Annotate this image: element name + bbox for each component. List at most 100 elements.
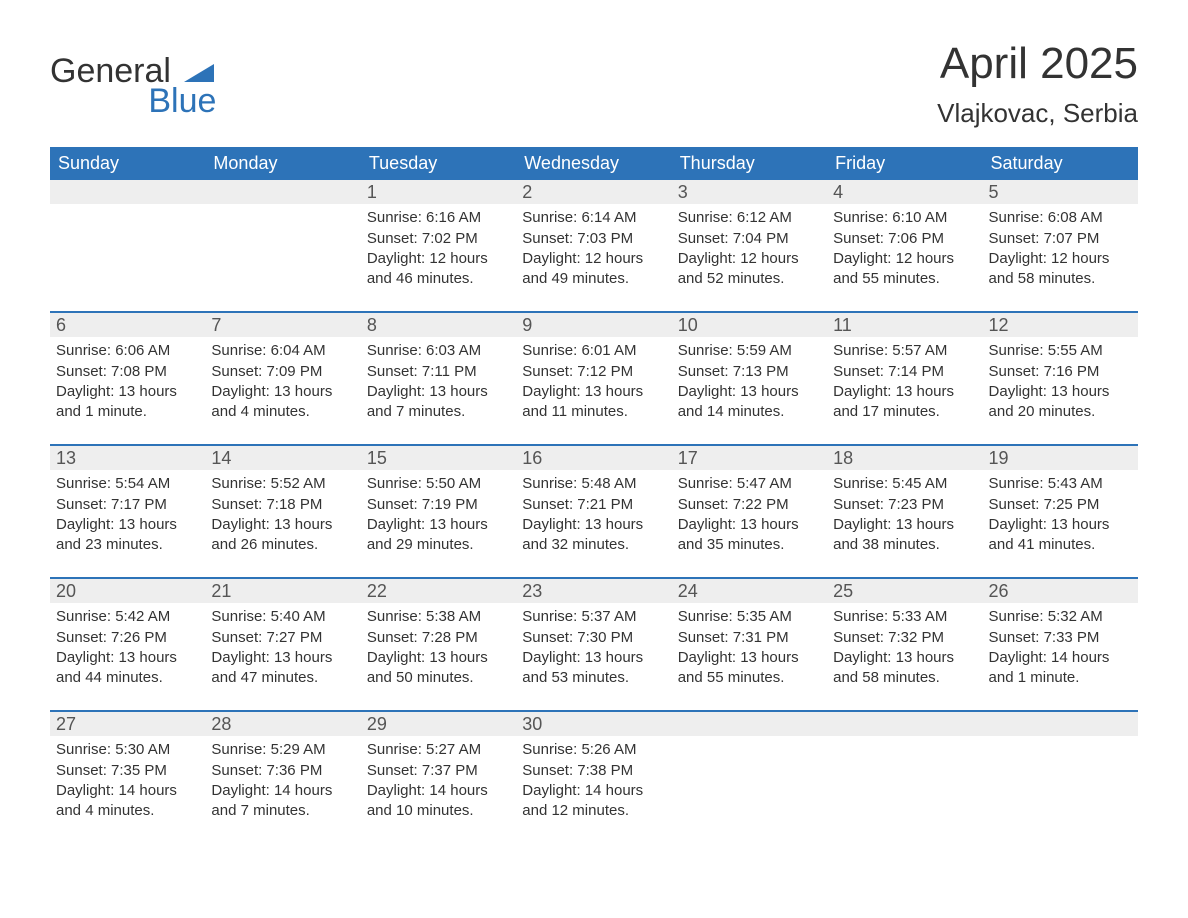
- sunrise-text: Sunrise: 5:59 AM: [678, 341, 821, 361]
- calendar-day-cell: 29Sunrise: 5:27 AMSunset: 7:37 PMDayligh…: [361, 711, 516, 843]
- sunset-text: Sunset: 7:12 PM: [522, 362, 665, 382]
- day-body: Sunrise: 5:42 AMSunset: 7:26 PMDaylight:…: [50, 603, 205, 710]
- day-number: 1: [361, 180, 516, 204]
- sunrise-text: Sunrise: 6:08 AM: [989, 208, 1132, 228]
- calendar-day-cell: 25Sunrise: 5:33 AMSunset: 7:32 PMDayligh…: [827, 578, 982, 711]
- daylight-text: Daylight: 13 hours and 26 minutes.: [211, 515, 354, 556]
- sunset-text: Sunset: 7:14 PM: [833, 362, 976, 382]
- day-body: Sunrise: 6:06 AMSunset: 7:08 PMDaylight:…: [50, 337, 205, 444]
- sunrise-text: Sunrise: 5:30 AM: [56, 740, 199, 760]
- day-body: Sunrise: 5:57 AMSunset: 7:14 PMDaylight:…: [827, 337, 982, 444]
- sunset-text: Sunset: 7:38 PM: [522, 761, 665, 781]
- day-body: Sunrise: 5:50 AMSunset: 7:19 PMDaylight:…: [361, 470, 516, 577]
- calendar-day-cell: 16Sunrise: 5:48 AMSunset: 7:21 PMDayligh…: [516, 445, 671, 578]
- sunrise-text: Sunrise: 5:57 AM: [833, 341, 976, 361]
- sunrise-text: Sunrise: 5:38 AM: [367, 607, 510, 627]
- sunrise-text: Sunrise: 5:47 AM: [678, 474, 821, 494]
- brand-text: General Blue: [50, 54, 214, 118]
- weekday-header: Monday: [205, 147, 360, 180]
- day-number: [205, 180, 360, 204]
- calendar-day-cell: 24Sunrise: 5:35 AMSunset: 7:31 PMDayligh…: [672, 578, 827, 711]
- sunset-text: Sunset: 7:02 PM: [367, 229, 510, 249]
- brand-logo: General Blue: [50, 54, 214, 118]
- day-number: 20: [50, 579, 205, 603]
- sunrise-text: Sunrise: 5:37 AM: [522, 607, 665, 627]
- day-body: [827, 736, 982, 836]
- calendar-week-row: 6Sunrise: 6:06 AMSunset: 7:08 PMDaylight…: [50, 312, 1138, 445]
- day-number: 14: [205, 446, 360, 470]
- day-number: 27: [50, 712, 205, 736]
- sunset-text: Sunset: 7:06 PM: [833, 229, 976, 249]
- day-body: Sunrise: 6:12 AMSunset: 7:04 PMDaylight:…: [672, 204, 827, 311]
- sunrise-text: Sunrise: 6:16 AM: [367, 208, 510, 228]
- sunset-text: Sunset: 7:32 PM: [833, 628, 976, 648]
- day-body: Sunrise: 6:04 AMSunset: 7:09 PMDaylight:…: [205, 337, 360, 444]
- day-body: Sunrise: 6:16 AMSunset: 7:02 PMDaylight:…: [361, 204, 516, 311]
- calendar-week-row: 13Sunrise: 5:54 AMSunset: 7:17 PMDayligh…: [50, 445, 1138, 578]
- daylight-text: Daylight: 13 hours and 11 minutes.: [522, 382, 665, 423]
- sunset-text: Sunset: 7:18 PM: [211, 495, 354, 515]
- day-number: 6: [50, 313, 205, 337]
- day-number: 22: [361, 579, 516, 603]
- daylight-text: Daylight: 13 hours and 41 minutes.: [989, 515, 1132, 556]
- calendar-day-cell: 30Sunrise: 5:26 AMSunset: 7:38 PMDayligh…: [516, 711, 671, 843]
- sunrise-text: Sunrise: 5:33 AM: [833, 607, 976, 627]
- day-body: [672, 736, 827, 836]
- sunset-text: Sunset: 7:30 PM: [522, 628, 665, 648]
- calendar-day-cell: [205, 180, 360, 312]
- daylight-text: Daylight: 12 hours and 52 minutes.: [678, 249, 821, 290]
- day-number: 18: [827, 446, 982, 470]
- calendar-day-cell: [50, 180, 205, 312]
- sunset-text: Sunset: 7:22 PM: [678, 495, 821, 515]
- calendar-day-cell: 12Sunrise: 5:55 AMSunset: 7:16 PMDayligh…: [983, 312, 1138, 445]
- sunrise-text: Sunrise: 5:48 AM: [522, 474, 665, 494]
- day-number: 15: [361, 446, 516, 470]
- day-number: 25: [827, 579, 982, 603]
- daylight-text: Daylight: 13 hours and 4 minutes.: [211, 382, 354, 423]
- calendar-day-cell: 9Sunrise: 6:01 AMSunset: 7:12 PMDaylight…: [516, 312, 671, 445]
- calendar-day-cell: 5Sunrise: 6:08 AMSunset: 7:07 PMDaylight…: [983, 180, 1138, 312]
- sunset-text: Sunset: 7:23 PM: [833, 495, 976, 515]
- daylight-text: Daylight: 13 hours and 17 minutes.: [833, 382, 976, 423]
- daylight-text: Daylight: 13 hours and 20 minutes.: [989, 382, 1132, 423]
- day-number: 16: [516, 446, 671, 470]
- sunrise-text: Sunrise: 6:06 AM: [56, 341, 199, 361]
- sunset-text: Sunset: 7:13 PM: [678, 362, 821, 382]
- daylight-text: Daylight: 12 hours and 58 minutes.: [989, 249, 1132, 290]
- sunset-text: Sunset: 7:19 PM: [367, 495, 510, 515]
- weekday-header: Sunday: [50, 147, 205, 180]
- sunrise-text: Sunrise: 5:54 AM: [56, 474, 199, 494]
- daylight-text: Daylight: 13 hours and 23 minutes.: [56, 515, 199, 556]
- sunset-text: Sunset: 7:26 PM: [56, 628, 199, 648]
- calendar-day-cell: 4Sunrise: 6:10 AMSunset: 7:06 PMDaylight…: [827, 180, 982, 312]
- day-body: Sunrise: 5:35 AMSunset: 7:31 PMDaylight:…: [672, 603, 827, 710]
- daylight-text: Daylight: 13 hours and 53 minutes.: [522, 648, 665, 689]
- page-title: April 2025: [937, 40, 1138, 88]
- sunrise-text: Sunrise: 5:29 AM: [211, 740, 354, 760]
- day-body: Sunrise: 6:03 AMSunset: 7:11 PMDaylight:…: [361, 337, 516, 444]
- day-body: Sunrise: 6:10 AMSunset: 7:06 PMDaylight:…: [827, 204, 982, 311]
- calendar-day-cell: 26Sunrise: 5:32 AMSunset: 7:33 PMDayligh…: [983, 578, 1138, 711]
- sunrise-text: Sunrise: 6:14 AM: [522, 208, 665, 228]
- day-body: Sunrise: 6:01 AMSunset: 7:12 PMDaylight:…: [516, 337, 671, 444]
- daylight-text: Daylight: 14 hours and 1 minute.: [989, 648, 1132, 689]
- calendar-day-cell: 22Sunrise: 5:38 AMSunset: 7:28 PMDayligh…: [361, 578, 516, 711]
- day-number: 9: [516, 313, 671, 337]
- day-body: Sunrise: 5:30 AMSunset: 7:35 PMDaylight:…: [50, 736, 205, 843]
- day-body: Sunrise: 5:48 AMSunset: 7:21 PMDaylight:…: [516, 470, 671, 577]
- calendar-table: Sunday Monday Tuesday Wednesday Thursday…: [50, 147, 1138, 843]
- sunrise-text: Sunrise: 6:10 AM: [833, 208, 976, 228]
- sunset-text: Sunset: 7:35 PM: [56, 761, 199, 781]
- calendar-day-cell: 7Sunrise: 6:04 AMSunset: 7:09 PMDaylight…: [205, 312, 360, 445]
- calendar-day-cell: 21Sunrise: 5:40 AMSunset: 7:27 PMDayligh…: [205, 578, 360, 711]
- calendar-day-cell: 1Sunrise: 6:16 AMSunset: 7:02 PMDaylight…: [361, 180, 516, 312]
- day-body: Sunrise: 5:54 AMSunset: 7:17 PMDaylight:…: [50, 470, 205, 577]
- sunrise-text: Sunrise: 5:50 AM: [367, 474, 510, 494]
- daylight-text: Daylight: 14 hours and 4 minutes.: [56, 781, 199, 822]
- day-number: 17: [672, 446, 827, 470]
- sunrise-text: Sunrise: 5:43 AM: [989, 474, 1132, 494]
- calendar-body: 1Sunrise: 6:16 AMSunset: 7:02 PMDaylight…: [50, 180, 1138, 843]
- day-number: 5: [983, 180, 1138, 204]
- daylight-text: Daylight: 13 hours and 55 minutes.: [678, 648, 821, 689]
- calendar-week-row: 20Sunrise: 5:42 AMSunset: 7:26 PMDayligh…: [50, 578, 1138, 711]
